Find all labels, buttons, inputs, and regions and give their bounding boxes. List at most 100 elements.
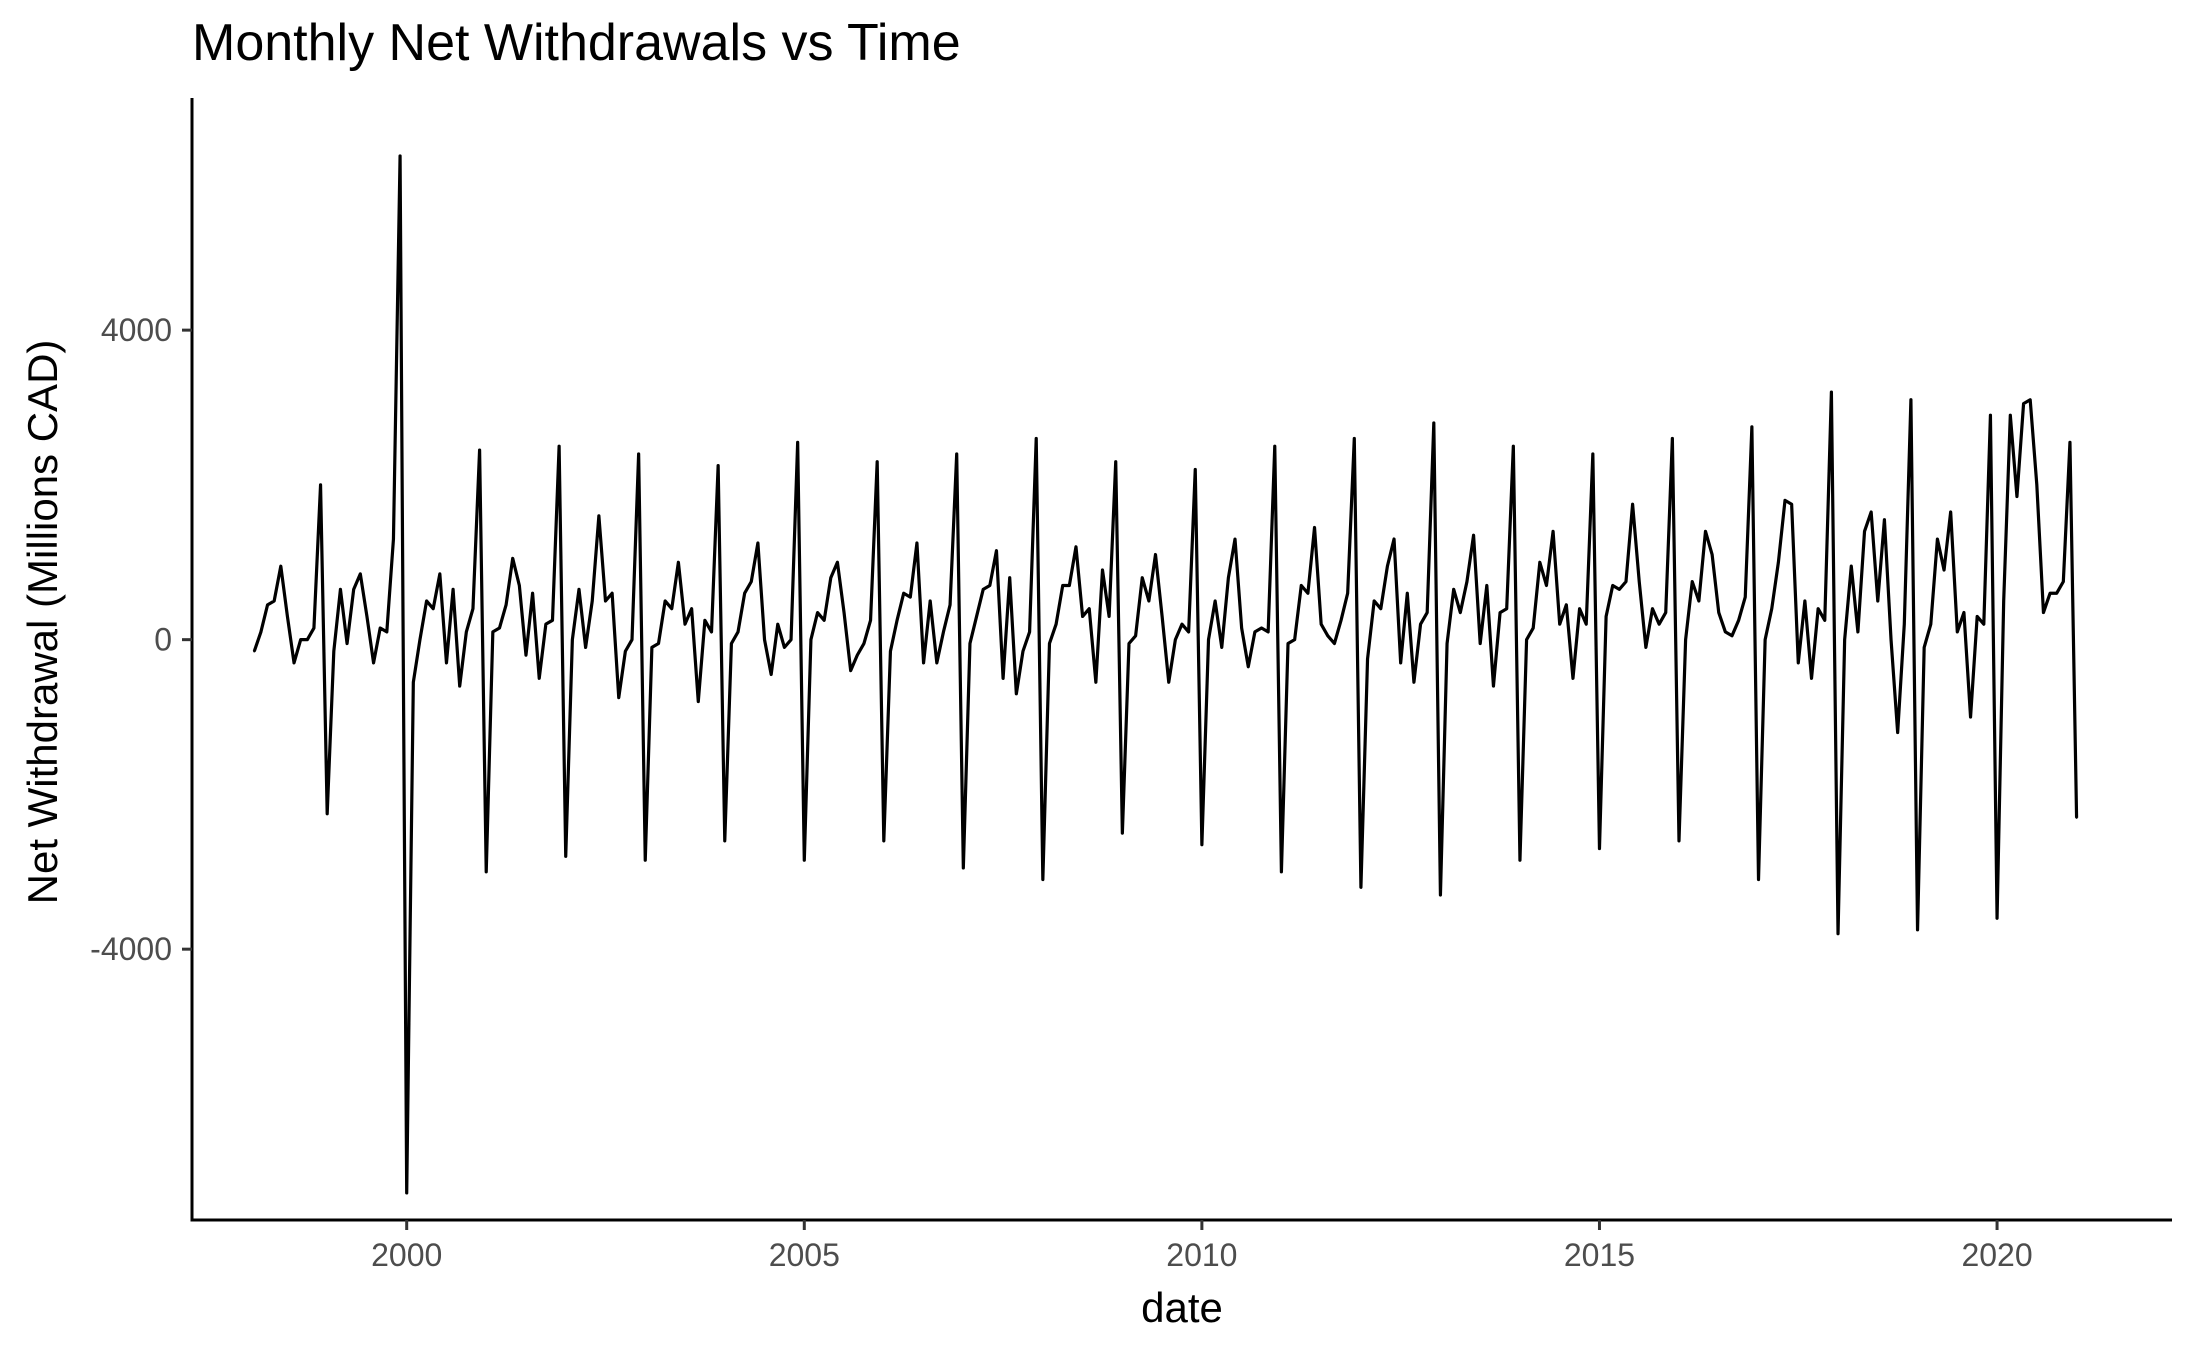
data-point xyxy=(259,630,263,634)
data-point xyxy=(325,812,329,815)
data-point xyxy=(1571,677,1575,680)
data-point xyxy=(299,638,302,641)
data-point xyxy=(1704,530,1707,533)
data-point xyxy=(1459,611,1462,614)
data-point xyxy=(1339,619,1343,622)
data-point xyxy=(1604,615,1608,618)
data-point xyxy=(359,572,362,576)
data-point xyxy=(1319,622,1323,626)
data-point xyxy=(1247,665,1250,668)
data-point xyxy=(1333,642,1336,645)
data-point xyxy=(2055,592,2058,595)
data-point xyxy=(1227,576,1230,579)
data-point xyxy=(1644,646,1648,649)
data-point xyxy=(1174,638,1177,641)
data-point xyxy=(392,537,395,541)
data-point xyxy=(670,607,673,610)
data-point xyxy=(465,630,468,634)
data-point xyxy=(1194,468,1197,471)
data-point xyxy=(551,619,554,622)
data-point xyxy=(650,646,654,649)
data-point xyxy=(842,611,846,614)
data-point xyxy=(1770,607,1773,610)
x-tick-label: 2010 xyxy=(1166,1237,1237,1273)
data-point xyxy=(1750,425,1754,429)
data-point xyxy=(1134,634,1137,637)
data-point xyxy=(1671,437,1674,440)
data-point xyxy=(398,154,402,158)
data-point xyxy=(836,561,839,564)
data-point xyxy=(743,592,746,595)
data-point xyxy=(723,839,726,843)
data-point xyxy=(1068,584,1071,587)
data-point xyxy=(1392,537,1396,541)
data-point xyxy=(769,673,773,676)
data-point xyxy=(690,607,693,610)
data-point xyxy=(1399,661,1402,665)
data-point xyxy=(1061,584,1064,587)
data-point xyxy=(1326,634,1329,637)
data-point xyxy=(544,622,548,626)
data-point xyxy=(1167,681,1170,684)
x-tick-label: 2000 xyxy=(371,1237,442,1273)
x-tick-label: 2020 xyxy=(1961,1237,2032,1273)
data-point xyxy=(378,626,382,630)
data-point xyxy=(1551,530,1555,533)
data-point xyxy=(1028,630,1031,634)
data-point xyxy=(736,630,740,634)
data-point xyxy=(995,549,998,552)
data-point xyxy=(1697,599,1701,603)
data-point xyxy=(1909,398,1913,401)
data-point xyxy=(1505,607,1508,610)
data-point xyxy=(1969,715,1972,719)
data-point xyxy=(1114,460,1117,463)
data-point xyxy=(1903,622,1906,626)
data-point xyxy=(1187,630,1190,634)
data-point xyxy=(478,448,481,452)
data-point xyxy=(438,572,442,576)
data-point xyxy=(902,592,905,595)
data-point xyxy=(809,638,813,641)
data-point xyxy=(511,557,514,560)
data-point xyxy=(1591,452,1595,456)
data-point xyxy=(1180,622,1184,626)
data-point xyxy=(1160,615,1164,618)
data-point xyxy=(1883,518,1886,521)
data-point xyxy=(1651,607,1654,610)
data-point xyxy=(1379,607,1383,610)
data-point xyxy=(1266,630,1270,634)
data-point xyxy=(869,619,872,622)
data-point xyxy=(657,642,660,645)
data-point xyxy=(1306,592,1310,595)
data-point xyxy=(1532,626,1535,630)
data-points xyxy=(253,154,2078,1195)
data-point xyxy=(1293,638,1296,641)
data-point xyxy=(1657,622,1661,626)
data-point xyxy=(1578,607,1581,610)
data-point xyxy=(882,839,886,843)
data-point xyxy=(418,638,422,641)
data-point xyxy=(697,700,700,703)
data-point xyxy=(1240,626,1243,630)
data-point xyxy=(1074,545,1078,548)
data-point xyxy=(1598,847,1601,850)
data-point xyxy=(2075,816,2078,819)
data-point xyxy=(1538,561,1542,564)
data-point xyxy=(471,607,475,610)
data-point xyxy=(1816,607,1820,610)
data-point xyxy=(683,622,687,626)
x-axis-ticks: 2000 2005 2010 2015 2020 xyxy=(371,1220,2033,1273)
data-point xyxy=(1512,445,1515,448)
data-point xyxy=(1691,580,1694,583)
data-point xyxy=(1664,611,1667,614)
data-point xyxy=(538,677,541,680)
data-point xyxy=(1916,928,1919,932)
data-point xyxy=(1419,622,1422,626)
data-point xyxy=(1452,588,1455,591)
data-point xyxy=(716,464,720,467)
data-point xyxy=(624,650,627,653)
data-point xyxy=(1200,843,1204,846)
data-point xyxy=(1472,533,1475,537)
data-point xyxy=(637,452,640,456)
